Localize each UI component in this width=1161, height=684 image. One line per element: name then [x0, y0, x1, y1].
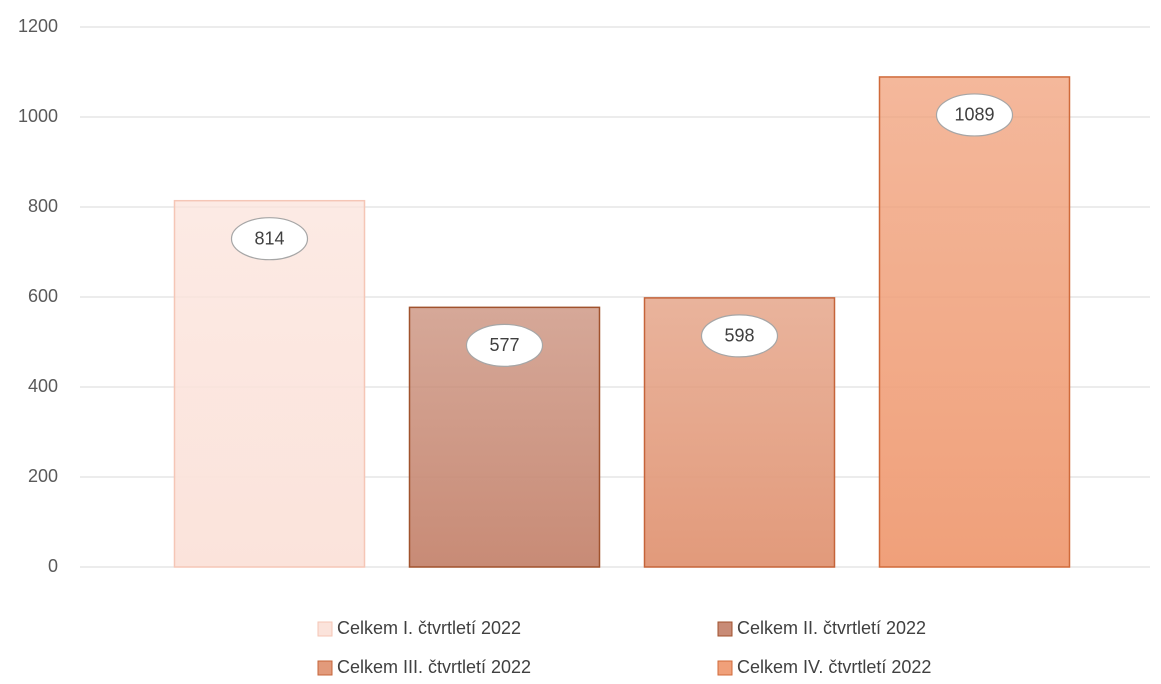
legend-swatch [717, 621, 733, 637]
legend-swatch [317, 621, 333, 637]
y-tick-label: 1000 [18, 106, 58, 126]
data-label-bubble [465, 323, 544, 367]
bar [878, 76, 1071, 568]
legend-swatch [317, 660, 333, 676]
y-tick-label: 600 [28, 286, 58, 306]
bar [173, 199, 366, 568]
data-label: 814 [254, 228, 284, 248]
data-label: 1089 [954, 105, 994, 125]
y-tick-label: 800 [28, 196, 58, 216]
legend-label: Celkem I. čtvrtletí 2022 [337, 618, 521, 638]
y-tick-label: 200 [28, 466, 58, 486]
legend-label: Celkem III. čtvrtletí 2022 [337, 657, 531, 677]
data-label-bubble [935, 93, 1014, 137]
data-label-bubble [700, 314, 779, 358]
legend-label: Celkem IV. čtvrtletí 2022 [737, 657, 931, 677]
legend-swatch [717, 660, 733, 676]
legend-label: Celkem II. čtvrtletí 2022 [737, 618, 926, 638]
data-label: 577 [489, 335, 519, 355]
data-label-bubble [230, 217, 309, 261]
y-tick-label: 1200 [18, 16, 58, 36]
data-label: 598 [724, 326, 754, 346]
y-tick-label: 0 [48, 556, 58, 576]
y-tick-label: 400 [28, 376, 58, 396]
